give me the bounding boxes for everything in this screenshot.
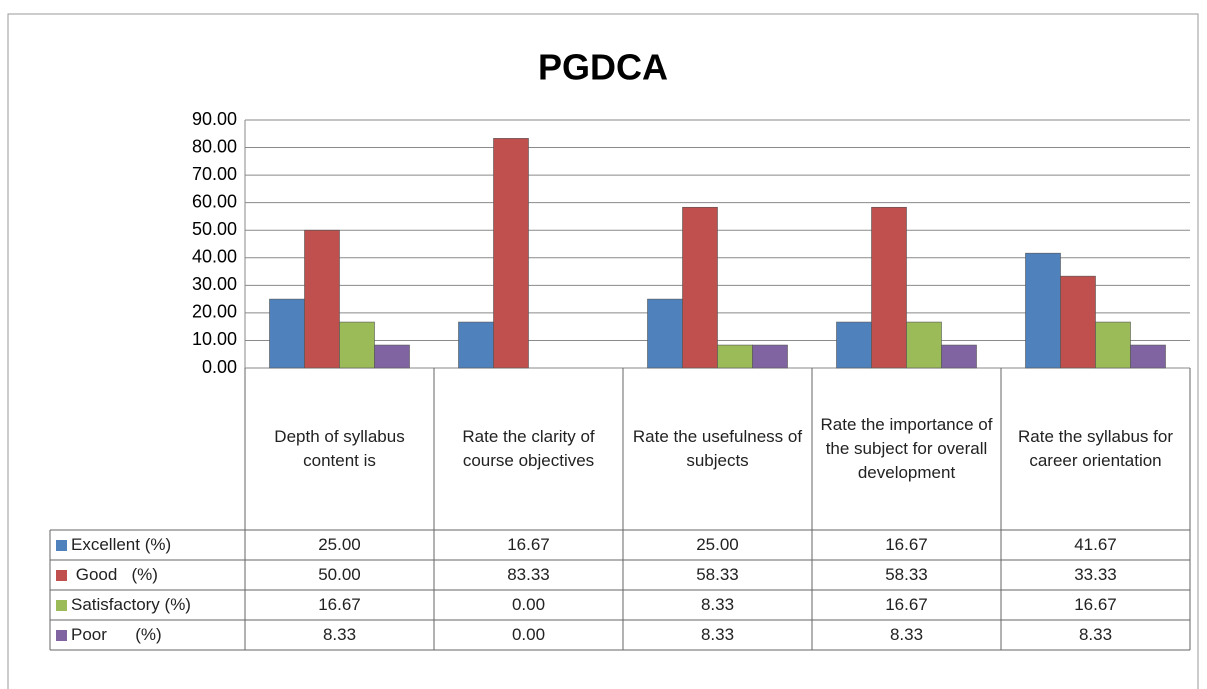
- data-label: 50.00: [318, 565, 361, 584]
- data-label: 0.00: [511, 625, 546, 644]
- legend-swatch: [56, 599, 67, 611]
- bar: [458, 321, 494, 369]
- y-tick-label: 40.00: [192, 247, 237, 267]
- legend-swatch: [56, 629, 67, 641]
- data-label: 8.33: [322, 625, 357, 644]
- legend-label: Satisfactory (%): [71, 595, 191, 614]
- legend-swatch: [56, 539, 67, 551]
- data-label: 25.00: [696, 535, 739, 554]
- bar: [269, 298, 305, 369]
- legend-entry: Excellent (%): [50, 530, 245, 560]
- y-tick-label: 80.00: [192, 136, 237, 156]
- bar: [682, 206, 718, 369]
- y-tick-label: 60.00: [192, 191, 237, 211]
- chart-title: PGDCA: [538, 47, 668, 88]
- data-label: 58.33: [885, 565, 928, 584]
- legend-swatch: [56, 569, 67, 581]
- bar: [717, 344, 753, 369]
- bar: [871, 206, 907, 369]
- y-tick-label: 10.00: [192, 329, 237, 349]
- y-tick-label: 90.00: [192, 109, 237, 129]
- data-label: 8.33: [700, 625, 735, 644]
- bar: [941, 344, 977, 369]
- bar: [836, 321, 872, 369]
- bar: [374, 344, 410, 369]
- bar: [1130, 344, 1166, 369]
- y-tick-label: 30.00: [192, 274, 237, 294]
- data-label: 58.33: [696, 565, 739, 584]
- bar: [647, 298, 683, 369]
- bar: [1095, 321, 1131, 369]
- data-label: 33.33: [1074, 565, 1117, 584]
- data-label: 16.67: [318, 595, 361, 614]
- chart-border: [7, 13, 1199, 689]
- bar: [339, 321, 375, 369]
- legend-label: Poor (%): [71, 625, 162, 644]
- legend-entry: Poor (%): [50, 620, 245, 650]
- legend-entry: Good (%): [50, 560, 245, 590]
- data-label: 8.33: [1078, 625, 1113, 644]
- legend-label: Excellent (%): [71, 535, 172, 554]
- category-label: Rate the syllabus for career orientation: [1018, 427, 1178, 470]
- bar: [304, 229, 340, 369]
- bar: [906, 321, 942, 369]
- category-label: Rate the importance of the subject for o…: [820, 415, 998, 482]
- y-tick-label: 0.00: [202, 357, 237, 377]
- bar: [1060, 275, 1096, 369]
- y-tick-label: 20.00: [192, 302, 237, 322]
- data-label: 16.67: [1074, 595, 1117, 614]
- bar: [493, 138, 529, 369]
- legend-entry: Satisfactory (%): [50, 590, 245, 620]
- data-label: 8.33: [889, 625, 924, 644]
- data-label: 16.67: [885, 535, 928, 554]
- bar: [1025, 252, 1061, 369]
- y-tick-label: 50.00: [192, 219, 237, 239]
- data-label: 16.67: [507, 535, 550, 554]
- data-label: 0.00: [511, 595, 546, 614]
- data-label: 8.33: [700, 595, 735, 614]
- category-label: Rate the usefulness of subjects: [632, 427, 807, 470]
- y-tick-label: 70.00: [192, 164, 237, 184]
- category-label: Rate the clarity of course objectives: [462, 427, 600, 470]
- data-label: 83.33: [507, 565, 550, 584]
- data-label: 16.67: [885, 595, 928, 614]
- data-label: 25.00: [318, 535, 361, 554]
- legend-label: Good (%): [71, 565, 158, 584]
- category-label: Depth of syllabus content is: [274, 427, 410, 470]
- data-label: 41.67: [1074, 535, 1117, 554]
- bar: [752, 344, 788, 369]
